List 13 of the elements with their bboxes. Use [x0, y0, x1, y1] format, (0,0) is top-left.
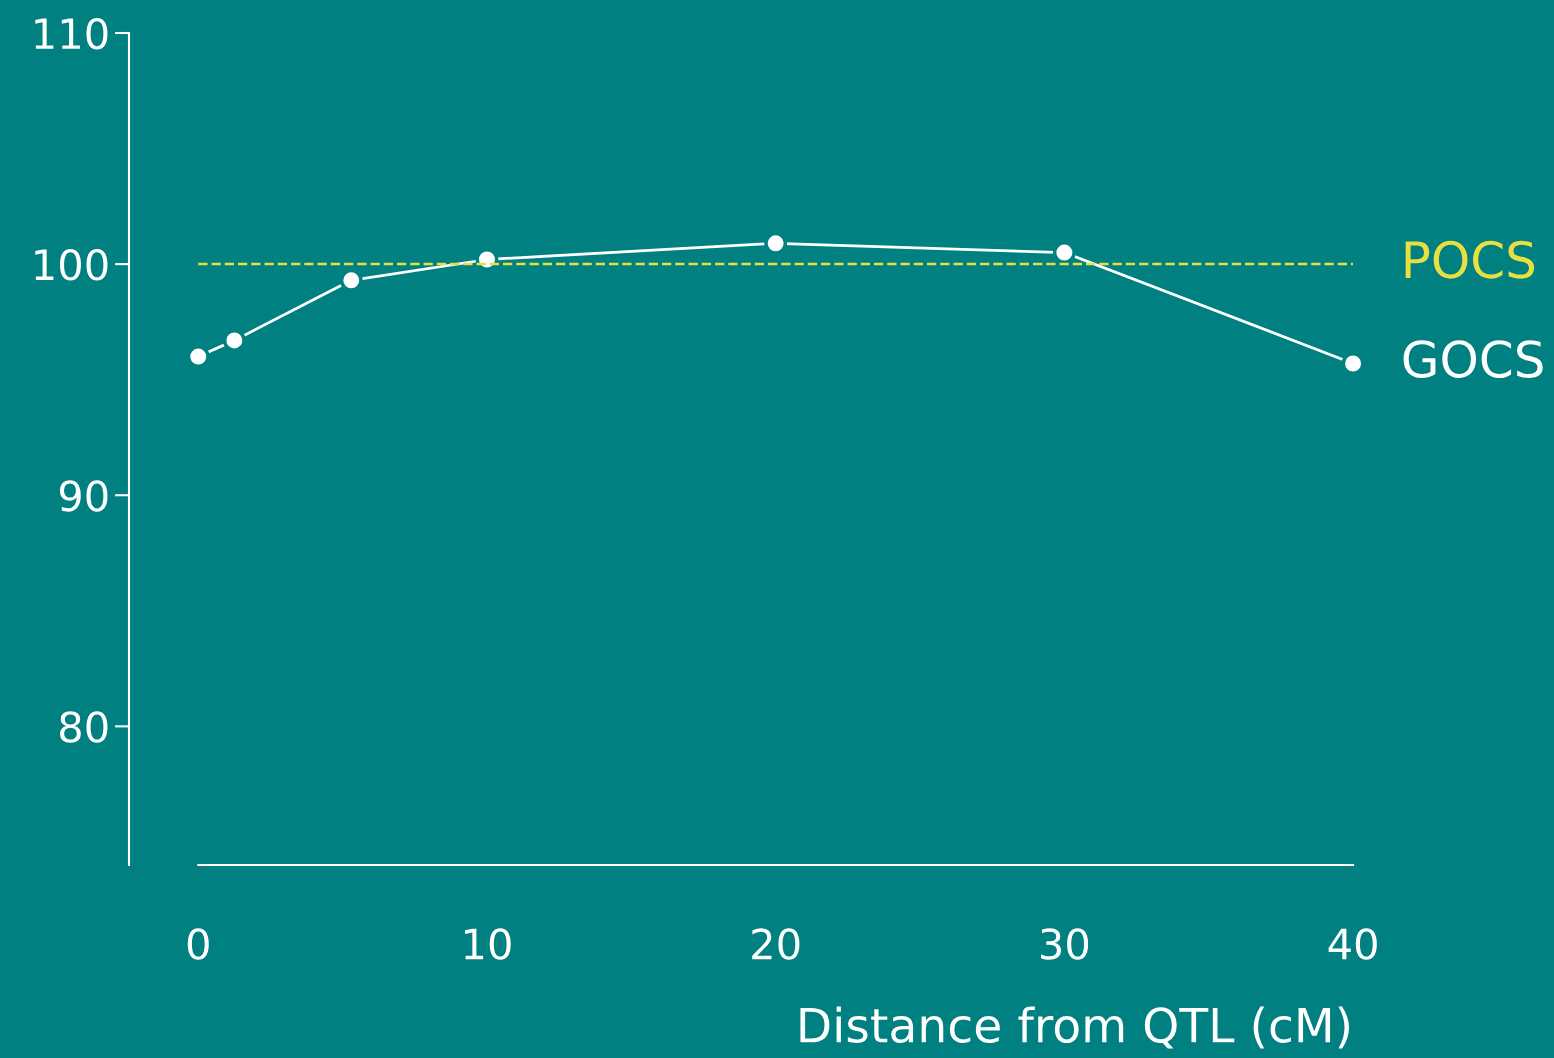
point — [475, 248, 499, 271]
x-tick-label: 0 — [187, 928, 209, 960]
y-tick-label: 100 — [35, 249, 108, 281]
x-tick-label: 30 — [1041, 928, 1089, 960]
x-tick-label: 20 — [752, 928, 800, 960]
series-label: GOCS — [1403, 340, 1543, 379]
ref-line-label: POCS — [1405, 240, 1535, 279]
x-axis-title: Distance from QTL (cM) — [800, 1006, 1350, 1049]
y-tick-label: 80 — [60, 711, 108, 743]
y-tick-label: 90 — [59, 480, 108, 512]
x-tick-label: 40 — [1328, 928, 1377, 960]
y-tick-label: 110 — [35, 17, 108, 50]
x-tick-label: 10 — [465, 928, 511, 960]
